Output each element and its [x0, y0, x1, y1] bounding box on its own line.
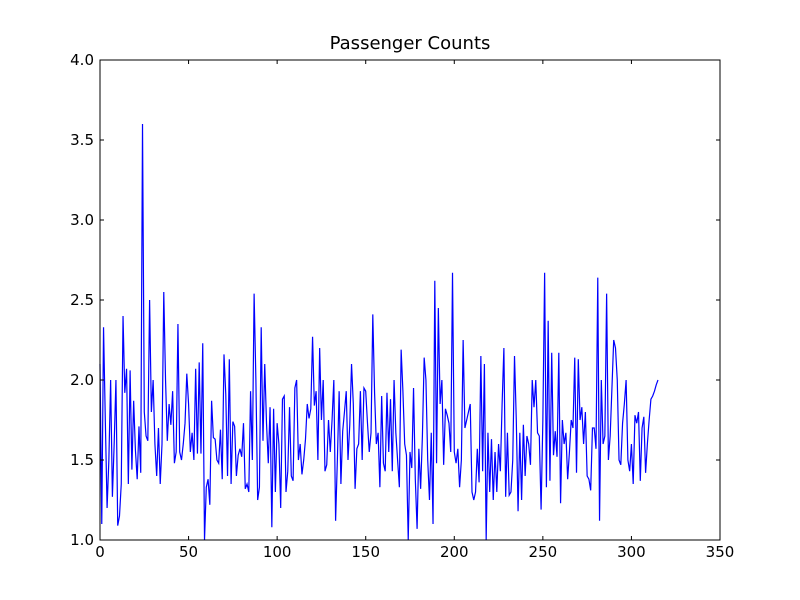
x-tick-label: 250	[529, 543, 558, 561]
tick-layer: 0 50 100 150 200 250 300 350 1.0 1.5 2.0 2.5 3.0 3.5 4…	[70, 51, 734, 561]
y-tick-label: 1.0	[70, 531, 94, 549]
x-tick-label: 50	[179, 543, 198, 561]
series-layer	[99, 123, 659, 541]
y-tick-label: 3.0	[70, 211, 94, 229]
series-line-0	[99, 123, 659, 541]
x-tick-label: 100	[263, 543, 292, 561]
x-tick-label: 150	[351, 543, 380, 561]
x-tick-label: 200	[440, 543, 469, 561]
y-tick-label: 3.5	[70, 131, 94, 149]
x-tick-label: 350	[706, 543, 735, 561]
chart-title: Passenger Counts	[330, 33, 491, 54]
y-tick-label: 4.0	[70, 51, 94, 69]
y-tick-label: 2.5	[70, 291, 94, 309]
y-tick-label: 1.5	[70, 451, 94, 469]
x-tick-label: 300	[617, 543, 646, 561]
y-tick-label: 2.0	[70, 371, 94, 389]
x-tick-label: 0	[95, 543, 105, 561]
